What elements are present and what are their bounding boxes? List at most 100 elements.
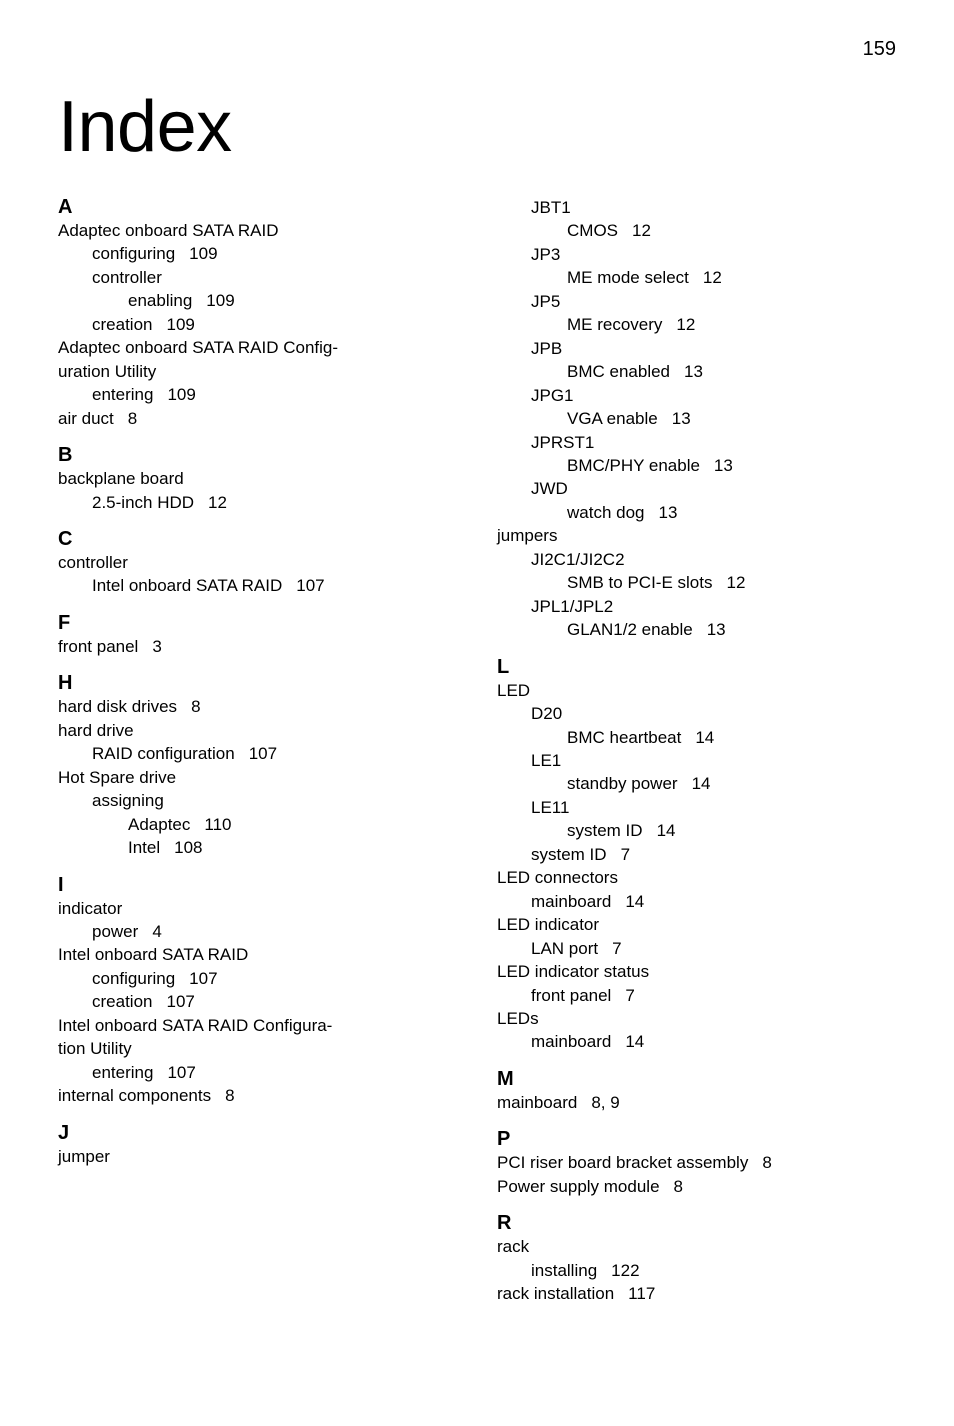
index-entry-ref: 14 xyxy=(657,819,676,842)
index-entry: power 4 xyxy=(58,920,467,943)
index-entry-text: assigning xyxy=(92,791,164,810)
index-entry-text: RAID configuration xyxy=(92,744,235,763)
index-entry-text: LED connectors xyxy=(497,868,618,887)
index-entry: Hot Spare drive xyxy=(58,766,467,789)
index-section-heading: H xyxy=(58,672,467,695)
index-entry-ref: 8 xyxy=(762,1151,771,1174)
index-entry: SMB to PCI-E slots 12 xyxy=(497,571,896,594)
index-entry-ref: 109 xyxy=(166,313,194,336)
index-entry-text: watch dog xyxy=(567,503,645,522)
index-entry: LE11 xyxy=(497,796,896,819)
index-entry-text: hard disk drives xyxy=(58,697,177,716)
index-entry-text: LAN port xyxy=(531,939,598,958)
index-entry-text: backplane board xyxy=(58,469,184,488)
index-entry-text: creation xyxy=(92,315,152,334)
index-entry: BMC/PHY enable 13 xyxy=(497,454,896,477)
index-entry-text: entering xyxy=(92,385,153,404)
index-entry: standby power14 xyxy=(497,772,896,795)
index-entry-ref: 4 xyxy=(152,920,161,943)
index-entry-text: enabling xyxy=(128,291,192,310)
index-entry-text: system ID xyxy=(531,845,607,864)
index-entry-ref: 12 xyxy=(726,571,745,594)
index-entry: JPG1 xyxy=(497,384,896,407)
index-entry-text: VGA enable xyxy=(567,409,658,428)
index-section-heading: B xyxy=(58,444,467,467)
index-entry: rack installation117 xyxy=(497,1282,896,1305)
index-entry-text: Adaptec onboard SATA RAID xyxy=(58,221,279,240)
page-title: Index xyxy=(58,86,896,168)
index-entry: hard drive xyxy=(58,719,467,742)
index-entry-ref: 107 xyxy=(296,574,324,597)
index-entry-text: SMB to PCI-E slots xyxy=(567,573,712,592)
index-entry: system ID 14 xyxy=(497,819,896,842)
index-entry-text: LED indicator status xyxy=(497,962,649,981)
index-entry-text: mainboard xyxy=(531,1032,611,1051)
index-entry-ref: 7 xyxy=(621,843,630,866)
index-entry: Intel onboard SATA RAID Configura- xyxy=(58,1014,467,1037)
index-entry-text: Hot Spare drive xyxy=(58,768,176,787)
index-entry-ref: 13 xyxy=(684,360,703,383)
index-entry: LED xyxy=(497,679,896,702)
index-entry-ref: 107 xyxy=(167,1061,195,1084)
index-entry-text: internal components xyxy=(58,1086,211,1105)
index-entry: entering 107 xyxy=(58,1061,467,1084)
index-section-heading: P xyxy=(497,1128,896,1151)
index-entry-text: BMC/PHY enable xyxy=(567,456,700,475)
index-entry-text: power xyxy=(92,922,138,941)
index-entry-text: hard drive xyxy=(58,721,134,740)
index-entry: LED indicator xyxy=(497,913,896,936)
index-entry: controller xyxy=(58,266,467,289)
index-entry-text: Adaptec onboard SATA RAID Config- xyxy=(58,338,338,357)
index-entry: entering 109 xyxy=(58,383,467,406)
index-entry: jumpers xyxy=(497,524,896,547)
index-entry-ref: 107 xyxy=(189,967,217,990)
index-section-heading: L xyxy=(497,656,896,679)
index-entry-ref: 13 xyxy=(714,454,733,477)
index-entry-text: PCI riser board bracket assembly xyxy=(497,1153,748,1172)
index-right-column: JBT1CMOS12JP3ME mode select12JP5ME recov… xyxy=(477,196,896,1306)
index-entry: rack xyxy=(497,1235,896,1258)
index-entry: installing122 xyxy=(497,1259,896,1282)
index-entry: enabling109 xyxy=(58,289,467,312)
index-entry-text: JPG1 xyxy=(531,386,574,405)
index-entry-text: controller xyxy=(58,553,128,572)
index-entry-text: Power supply module xyxy=(497,1177,660,1196)
index-entry: BMC enabled13 xyxy=(497,360,896,383)
index-section-heading: R xyxy=(497,1212,896,1235)
index-section-heading: M xyxy=(497,1068,896,1091)
index-entry-text: system ID xyxy=(567,821,643,840)
index-entry-text: Adaptec xyxy=(128,815,190,834)
index-entry-text: ME recovery xyxy=(567,315,662,334)
index-entry-ref: 7 xyxy=(612,937,621,960)
index-entry-ref: 14 xyxy=(692,772,711,795)
index-entry: LEDs xyxy=(497,1007,896,1030)
index-entry: Adaptec 110 xyxy=(58,813,467,836)
index-entry-text: 2.5-inch HDD xyxy=(92,493,194,512)
index-entry: controller xyxy=(58,551,467,574)
index-entry-ref: 107 xyxy=(249,742,277,765)
index-entry: Power supply module 8 xyxy=(497,1175,896,1198)
index-entry-text: indicator xyxy=(58,899,122,918)
index-entry-ref: 8 xyxy=(674,1175,683,1198)
index-entry-text: air duct xyxy=(58,409,114,428)
index-entry: CMOS12 xyxy=(497,219,896,242)
index-entry: VGA enable13 xyxy=(497,407,896,430)
index-section-heading: J xyxy=(58,1122,467,1145)
index-entry-ref: 109 xyxy=(167,383,195,406)
index-entry-ref: 110 xyxy=(204,813,231,836)
index-entry-text: mainboard xyxy=(497,1093,577,1112)
index-entry: hard disk drives8 xyxy=(58,695,467,718)
index-entry: JP3 xyxy=(497,243,896,266)
index-entry: uration Utility xyxy=(58,360,467,383)
index-entry-text: LE11 xyxy=(531,798,569,817)
index-entry: Intel108 xyxy=(58,836,467,859)
index-entry-text: configuring xyxy=(92,969,175,988)
index-entry-text: ME mode select xyxy=(567,268,689,287)
index-entry-ref: 3 xyxy=(152,635,161,658)
index-entry: Intel onboard SATA RAID xyxy=(58,943,467,966)
index-entry: Adaptec onboard SATA RAID xyxy=(58,219,467,242)
index-entry-text: entering xyxy=(92,1063,153,1082)
index-entry: air duct8 xyxy=(58,407,467,430)
index-entry-text: LED indicator xyxy=(497,915,599,934)
index-entry-text: creation xyxy=(92,992,152,1011)
